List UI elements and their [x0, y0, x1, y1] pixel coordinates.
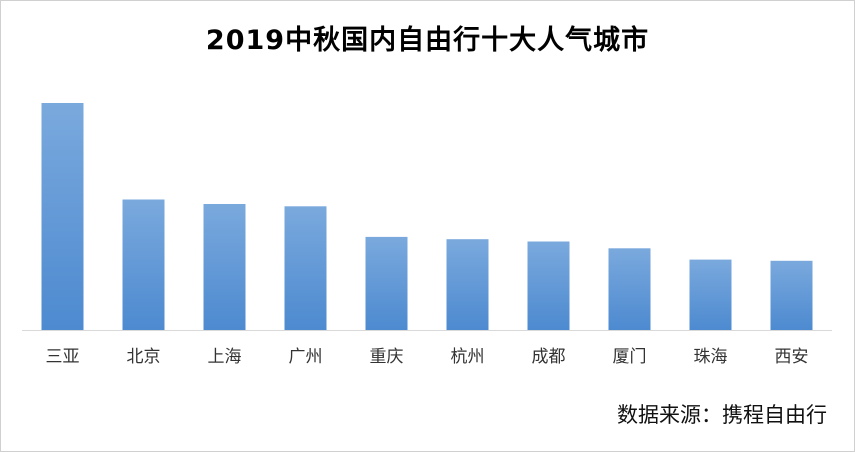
data-source-note: 数据来源：携程自由行 [617, 403, 827, 427]
x-tick-label: 三亚 [46, 347, 80, 367]
bar-5 [365, 236, 408, 330]
bar-3 [203, 204, 246, 330]
bar-6 [446, 239, 489, 330]
bar-2 [122, 199, 165, 330]
x-tick-label: 上海 [208, 347, 242, 367]
bar-4 [284, 206, 327, 330]
bar-7 [527, 241, 570, 330]
x-tick-label: 成都 [532, 347, 566, 367]
bar-9 [689, 259, 732, 330]
x-tick-label: 西安 [775, 347, 809, 367]
x-tick-label: 厦门 [613, 347, 647, 367]
bars-group [41, 103, 813, 330]
x-tick-label: 珠海 [694, 347, 728, 367]
x-tick-label: 重庆 [370, 347, 404, 367]
x-tick-labels: 三亚 北京 上海 广州 重庆 杭州 成都 厦门 珠海 西安 [46, 347, 809, 367]
bar-10 [770, 260, 813, 330]
x-tick-label: 广州 [289, 347, 323, 367]
bar-8 [608, 248, 651, 330]
bar-1 [41, 103, 84, 330]
x-tick-label: 杭州 [451, 347, 485, 367]
chart-title: 2019中秋国内自由行十大人气城市 [205, 25, 650, 56]
x-tick-label: 北京 [127, 347, 161, 367]
